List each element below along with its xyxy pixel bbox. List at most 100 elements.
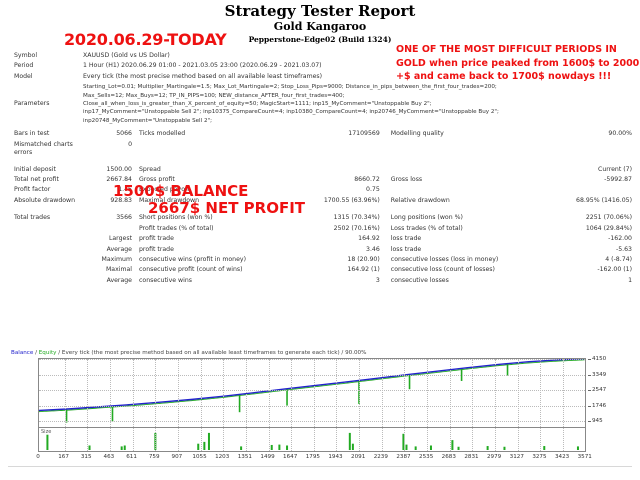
mismatched-label: Mismatched charts errors xyxy=(14,140,73,156)
table-row-period: Period 1 Hour (H1) 2020.06.29 01:00 - 20… xyxy=(0,61,640,71)
lot-size-bar xyxy=(486,446,489,450)
total-trades-label: Total trades xyxy=(14,214,51,222)
expected-payoff-label: Expected payoff xyxy=(139,186,190,194)
x-tick-label: 2683 xyxy=(441,454,456,460)
table-row-symbol: Symbol XAUUSD (Gold vs US Dollar) xyxy=(0,51,640,61)
lot-size-bar xyxy=(543,446,546,450)
grid-line-v xyxy=(245,428,247,451)
bars-in-test-label: Bars in test xyxy=(14,130,50,138)
lot-size-bar xyxy=(88,445,91,450)
largest-loss-value: -162.00 xyxy=(608,235,632,243)
initial-deposit-label: Initial deposit xyxy=(14,165,56,173)
grid-line-v xyxy=(109,428,111,451)
x-tick-label: 907 xyxy=(171,454,183,460)
report-info-table: Symbol XAUUSD (Gold vs US Dollar) Period… xyxy=(0,51,640,126)
parameters-label: Parameters xyxy=(14,100,50,108)
ticks-modelled-label: Ticks modelled xyxy=(139,130,186,138)
lot-size-bar xyxy=(46,434,49,450)
long-positions-value: 2251 (70.06%) xyxy=(585,214,632,222)
lot-size-panel: Size xyxy=(39,427,585,451)
size-label: Size xyxy=(41,429,52,435)
annotation-gold-line-2: GOLD when price peaked from 1600$ to 200… xyxy=(396,58,640,69)
page-title: Strategy Tester Report xyxy=(224,2,416,20)
x-tick-label: 1351 xyxy=(237,454,252,460)
table-row-model: Model Every tick (the most precise metho… xyxy=(0,72,640,82)
x-tick-label: 1943 xyxy=(328,454,343,460)
y-tick-mark xyxy=(588,405,591,407)
y-tick-label: 4150 xyxy=(592,356,607,362)
max-cons-losses-value: 4 (-8.74) xyxy=(605,255,632,263)
balance-line xyxy=(39,359,585,412)
period-value: 1 Hour (H1) 2020.06.29 01:00 - 2021.03.0… xyxy=(83,62,322,70)
table-row-maximal: Maximal consecutive profit (count of win… xyxy=(0,265,640,275)
report-stats-table: Bars in test 5066 Ticks modelled 1710956… xyxy=(0,129,640,286)
grid-line-v xyxy=(427,428,429,451)
grid-line-v xyxy=(268,359,270,429)
total-trades-value: 3566 xyxy=(116,214,132,222)
grid-line-v xyxy=(336,428,338,451)
grid-line-v xyxy=(313,359,315,429)
long-positions-label: Long positions (won %) xyxy=(390,214,463,222)
grid-line-v xyxy=(132,359,134,429)
average-label: Average xyxy=(106,245,132,253)
grid-line-v xyxy=(404,359,406,429)
legend-sep: / xyxy=(35,350,37,356)
lot-size-bar xyxy=(270,444,273,450)
grid-line-v xyxy=(472,359,474,429)
lot-size-bar xyxy=(240,446,243,450)
grid-line-v xyxy=(177,428,179,451)
lot-size-bar xyxy=(120,446,123,450)
grid-line-v xyxy=(313,428,315,451)
model-label: Model xyxy=(14,72,33,80)
table-row-mismatched: Mismatched charts errors 0 xyxy=(0,140,640,158)
grid-line-v xyxy=(223,428,225,451)
grid-line-h xyxy=(39,390,585,392)
grid-line-v xyxy=(200,428,202,451)
x-tick-label: 3571 xyxy=(577,454,592,460)
short-positions-label: Short positions (won %) xyxy=(139,214,213,222)
relative-drawdown-label: Relative drawdown xyxy=(390,196,450,204)
gross-loss-value: -5992.87 xyxy=(604,176,632,184)
expected-payoff-value: 0.75 xyxy=(366,186,380,194)
parameters-line: Close_all_when_loss_is_greater_than_X_pe… xyxy=(83,101,432,108)
annotation-gold-line-1: ONE OF THE MOST DIFFICULT PERIODS IN xyxy=(396,44,617,55)
profit-factor-value: 1.45 xyxy=(118,186,132,194)
modelling-quality-label: Modelling quality xyxy=(390,130,444,138)
grid-line-v xyxy=(64,359,66,429)
legend-sep: / xyxy=(58,350,61,356)
balance-equity-panel xyxy=(39,359,585,429)
grid-line-v xyxy=(449,359,451,429)
absolute-drawdown-value: 928.83 xyxy=(110,196,132,204)
total-net-profit-value: 2667.84 xyxy=(106,176,132,184)
maximum-label: Maximum xyxy=(101,255,133,263)
avg-cons-losses-label: consecutive losses xyxy=(390,276,449,284)
x-tick-label: 2387 xyxy=(396,454,411,460)
lot-size-bar xyxy=(429,445,432,450)
maximal-cons-profit-value: 164.92 (1) xyxy=(347,266,380,274)
x-tick-label: 1203 xyxy=(215,454,230,460)
grid-line-v xyxy=(517,359,519,429)
grid-line-v xyxy=(563,428,565,451)
grid-line-v xyxy=(87,428,89,451)
grid-line-v xyxy=(563,359,565,429)
absolute-drawdown-label: Absolute drawdown xyxy=(14,196,76,204)
mismatched-value: 0 xyxy=(128,140,132,148)
total-net-profit-label: Total net profit xyxy=(14,176,59,184)
table-row-average: Average profit trade 3.46 loss trade -5.… xyxy=(0,245,640,255)
x-tick-label: 1499 xyxy=(260,454,275,460)
grid-line-v xyxy=(155,359,157,429)
table-row-profit-trades: Profit trades (% of total) 2502 (70.16%)… xyxy=(0,224,640,234)
x-tick-label: 1647 xyxy=(283,454,298,460)
grid-line-v xyxy=(291,428,293,451)
largest-loss-label: loss trade xyxy=(390,235,422,243)
x-tick-label: 0 xyxy=(36,454,40,460)
annotation-balance: 1500$ BALANCE xyxy=(113,182,249,200)
x-tick-label: 2979 xyxy=(486,454,502,460)
y-tick-label: 3349 xyxy=(592,371,607,378)
x-tick-label: 759 xyxy=(148,454,160,460)
annotation-net-profit: 2667$ NET PROFIT xyxy=(148,199,306,217)
grid-line-v xyxy=(540,359,542,429)
grid-line-v xyxy=(200,359,202,429)
grid-line-v xyxy=(427,359,429,429)
lot-size-bar xyxy=(402,433,405,450)
